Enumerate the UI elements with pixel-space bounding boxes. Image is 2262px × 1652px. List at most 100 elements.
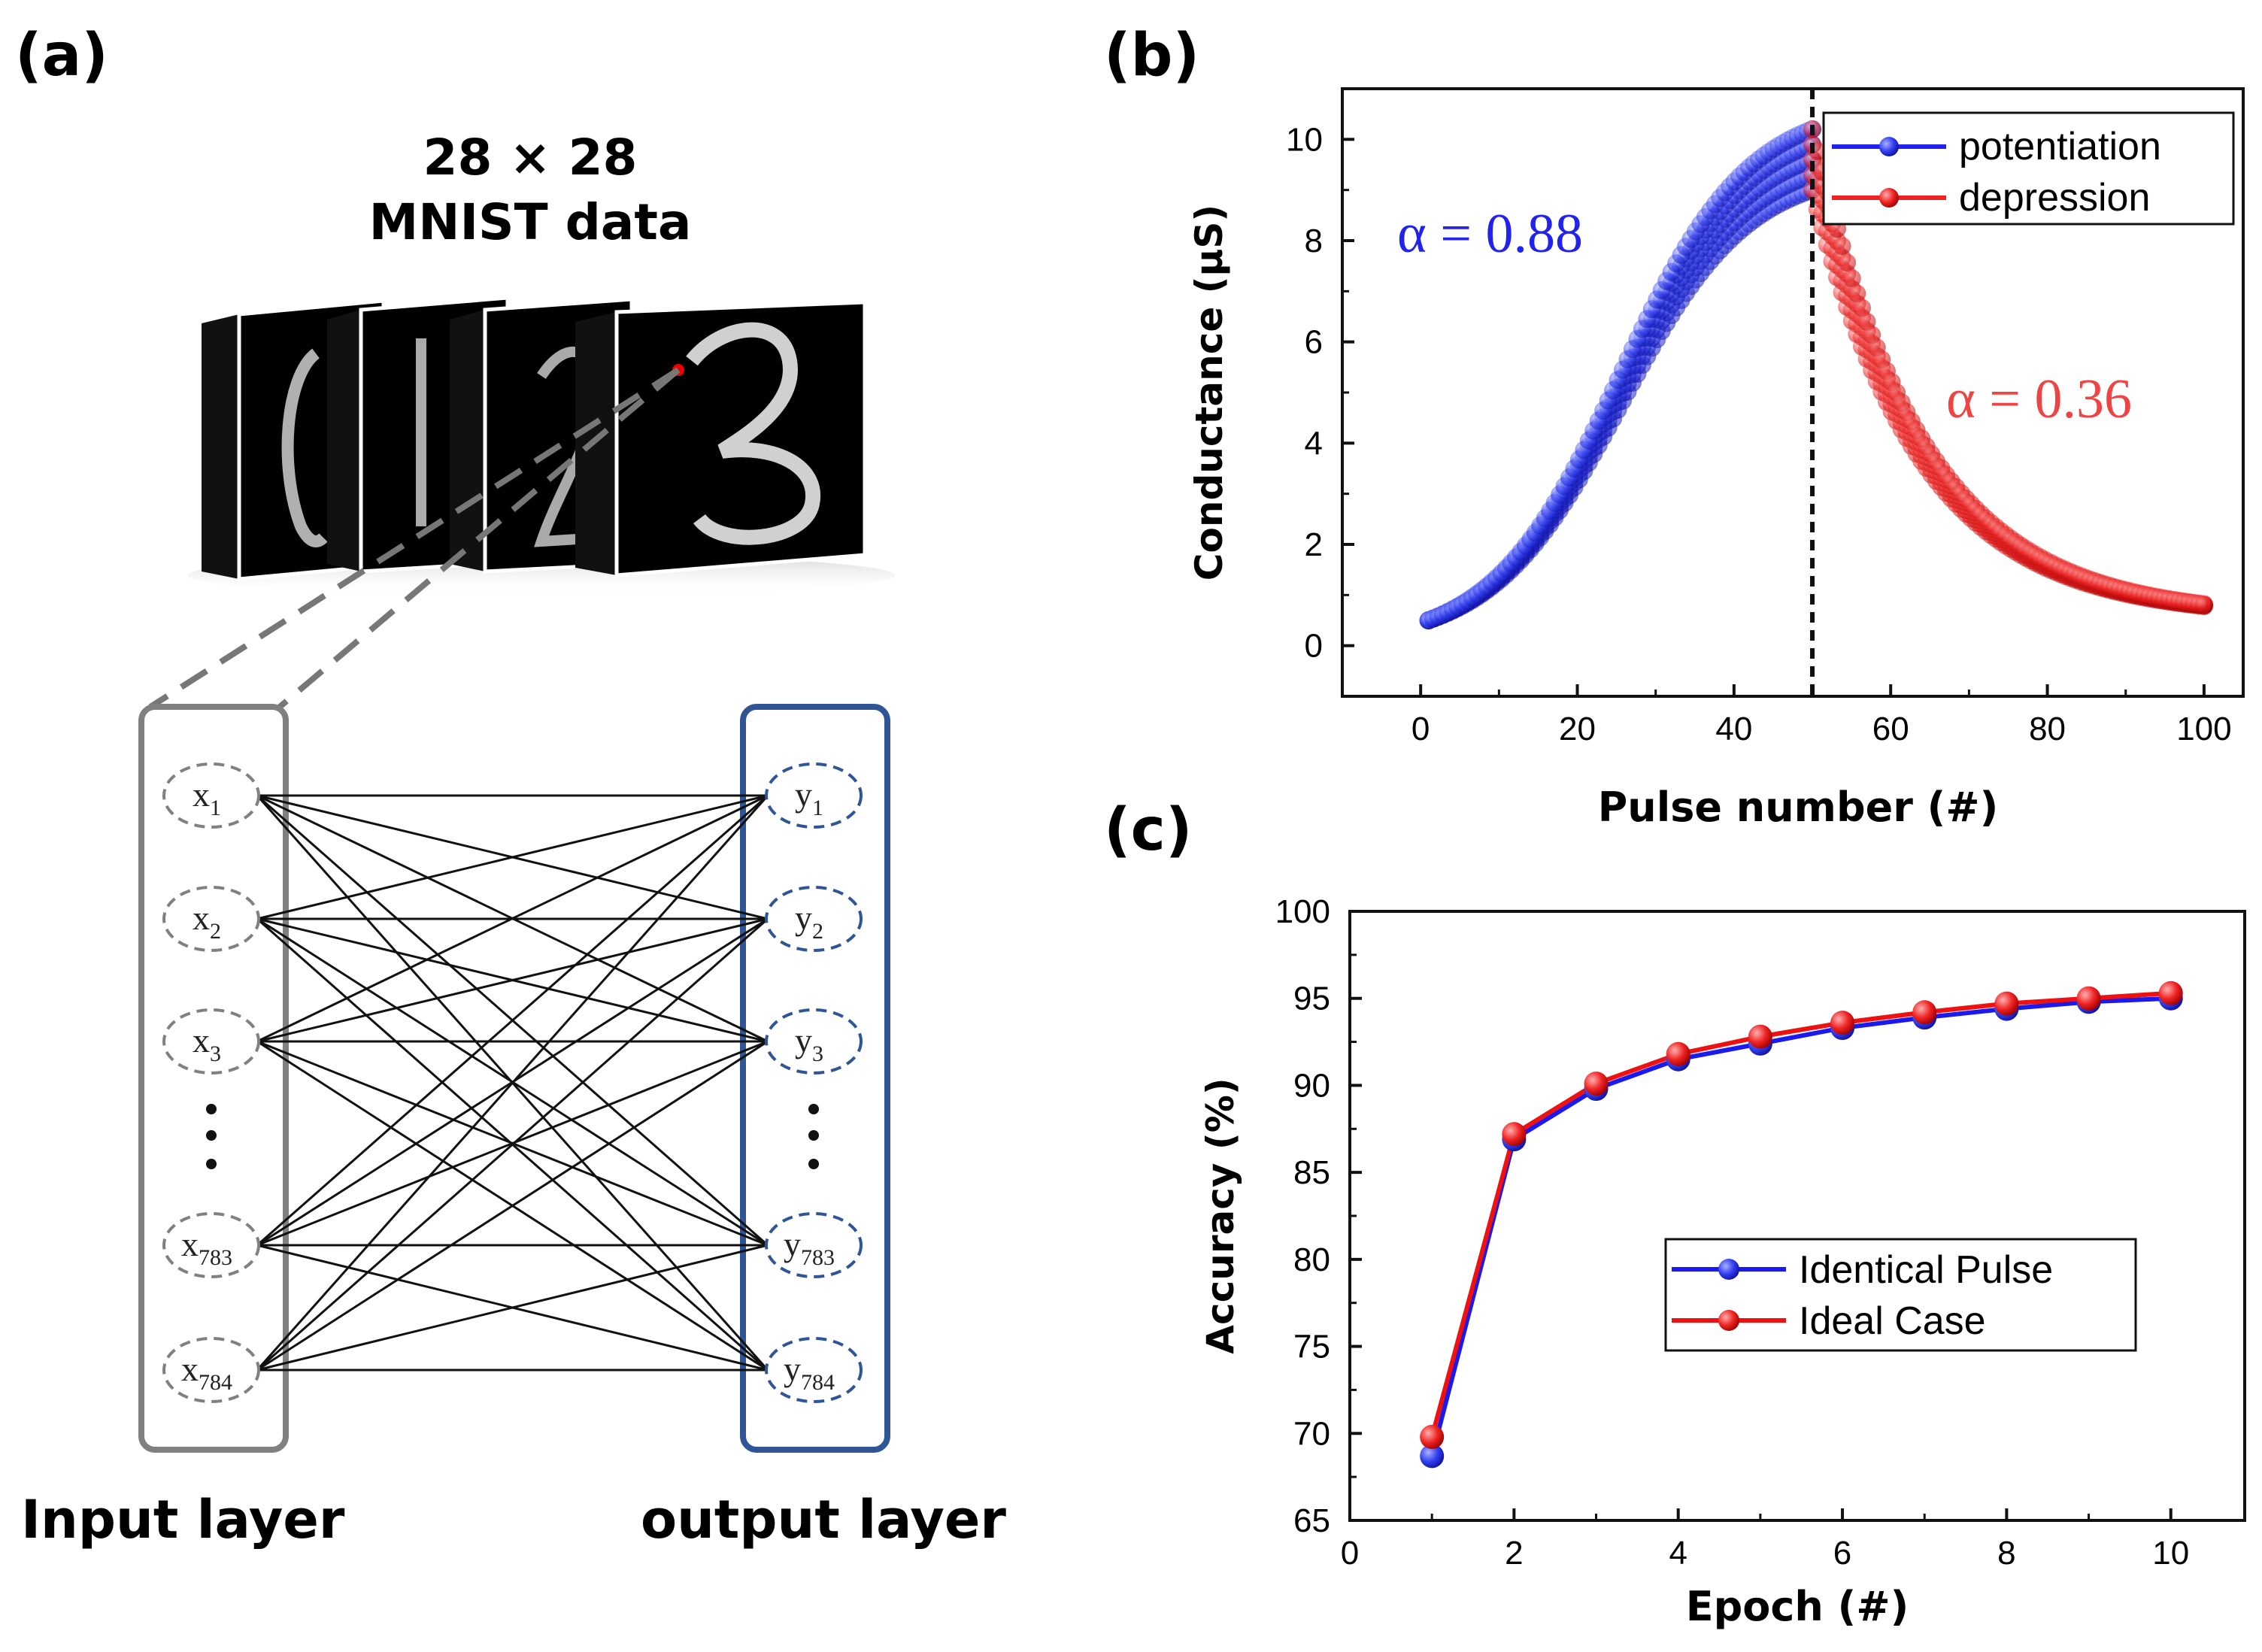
connection-line xyxy=(256,794,769,920)
panel-a: (a) 28 × 28 MNIST data xyxy=(15,22,1006,1550)
series-point-ideal-case xyxy=(1420,1424,1445,1449)
legend-label-depression: depression xyxy=(1959,176,2150,220)
series-point-ideal-case xyxy=(1584,1072,1609,1096)
input-node-label-784: x784 xyxy=(181,1350,232,1395)
ylabel-c: Accuracy (%) xyxy=(1199,1078,1242,1353)
panel-label-a: (a) xyxy=(15,22,108,89)
legend-label-identical-pulse: Identical Pulse xyxy=(1799,1248,2053,1292)
output-node-2 xyxy=(765,886,863,952)
x-tick-label-c: 6 xyxy=(1833,1535,1851,1572)
y-tick-label-c: 75 xyxy=(1293,1329,1330,1366)
xlabel-c: Epoch (#) xyxy=(1686,1583,1909,1630)
series-point-ideal-case xyxy=(1830,1011,1855,1035)
mnist-card-3 xyxy=(575,300,867,577)
connection-line xyxy=(256,917,769,1043)
series-point-ideal-case xyxy=(1748,1024,1772,1049)
y-tick-label-c: 95 xyxy=(1293,981,1330,1017)
connection-line xyxy=(256,795,769,1371)
series-point-ideal-case xyxy=(1912,1000,1937,1025)
input-layer-box xyxy=(138,704,289,1453)
series-point-ideal-case xyxy=(1994,991,2019,1016)
x-tick-label-c: 8 xyxy=(1997,1535,2015,1572)
input-node-label-1: x1 xyxy=(193,775,221,820)
connection-line xyxy=(256,794,769,1247)
xlabel-b: Pulse number (#) xyxy=(1598,784,1999,831)
alpha-annotation-potentiation: α = 0.88 xyxy=(1397,203,1583,265)
data-points-b xyxy=(1419,120,2213,629)
legend-marker-potentiation xyxy=(1879,137,1899,156)
panel-label-b: (b) xyxy=(1104,22,1199,89)
input-layer-label: Input layer xyxy=(21,1489,345,1550)
series-point-ideal-case xyxy=(2158,981,2183,1005)
panel-label-c: (c) xyxy=(1104,796,1193,864)
y-tick-label-c: 90 xyxy=(1293,1067,1330,1104)
x-tick-label-b: 40 xyxy=(1715,711,1752,747)
y-tick-label-c: 65 xyxy=(1293,1502,1330,1539)
series-point-ideal-case xyxy=(1666,1041,1690,1066)
depression-point xyxy=(1848,284,1866,303)
series-line-identical-pulse xyxy=(1430,996,2171,1457)
y-tick-label-b: 8 xyxy=(1305,223,1323,259)
output-node-783 xyxy=(765,1212,863,1278)
x-tick-label-c: 2 xyxy=(1505,1535,1523,1572)
connection-line xyxy=(256,917,769,1372)
depression-point xyxy=(1842,269,1861,288)
x-tick-label-b: 0 xyxy=(1411,711,1430,747)
panel-b: (b) 0 20 40 60 80 100 0 2 4 6 8 10 Conductance (μS)… xyxy=(1104,22,2245,831)
output-node-label-783: y783 xyxy=(784,1225,835,1270)
axes-b: 0 20 40 60 80 100 0 2 4 6 8 10 xyxy=(1286,87,2232,747)
output-node-784 xyxy=(765,1337,863,1403)
y-tick-label-b: 4 xyxy=(1305,425,1323,462)
output-layer-label: output layer xyxy=(641,1489,1006,1550)
mnist-image-stack xyxy=(188,296,895,596)
legend-marker-depression xyxy=(1879,188,1899,208)
legend-label-ideal-case: Ideal Case xyxy=(1799,1299,1986,1343)
output-node-label-784: y784 xyxy=(784,1350,835,1395)
output-node-label-3: y3 xyxy=(795,1021,823,1066)
data-series-c xyxy=(1420,981,2183,1469)
legend-marker-ideal-case xyxy=(1718,1310,1739,1331)
connection-line xyxy=(256,794,769,1043)
input-node-label-3: x3 xyxy=(193,1021,221,1066)
output-node-label-1: y1 xyxy=(795,775,823,820)
depression-point xyxy=(1852,299,1871,317)
output-layer-box xyxy=(740,704,890,1453)
x-tick-label-c: 10 xyxy=(2152,1535,2189,1572)
x-tick-label-c: 4 xyxy=(1669,1535,1687,1572)
output-node-label-2: y2 xyxy=(795,899,823,944)
y-tick-label-c: 100 xyxy=(1275,893,1330,930)
x-tick-label-b: 20 xyxy=(1559,711,1596,747)
series-point-ideal-case xyxy=(2076,986,2101,1011)
y-tick-label-b: 0 xyxy=(1305,628,1323,665)
legend-c: Identical Pulse Ideal Case xyxy=(1664,1238,2137,1352)
x-tick-label-b: 100 xyxy=(2176,711,2231,747)
network-nodes: x1 x2 x3 x783 x784 y1 y2 y3 y783 y784 xyxy=(162,762,863,1403)
output-node-3 xyxy=(765,1008,863,1075)
connection-line xyxy=(256,1040,769,1372)
input-ellipsis-dots xyxy=(206,1104,217,1169)
legend-marker-identical-pulse xyxy=(1718,1259,1739,1280)
input-node-label-783: x783 xyxy=(181,1225,232,1270)
series-point-identical-pulse xyxy=(1420,1444,1445,1469)
input-node-784 xyxy=(162,1337,260,1403)
y-tick-label-c: 70 xyxy=(1293,1415,1330,1452)
depression-point xyxy=(2194,595,2213,614)
input-node-3 xyxy=(162,1008,260,1075)
depression-point xyxy=(1838,253,1857,272)
x-tick-label-c: 0 xyxy=(1341,1535,1359,1572)
y-tick-label-b: 10 xyxy=(1286,121,1323,158)
input-node-1 xyxy=(162,762,260,829)
network-connections xyxy=(256,794,769,1372)
legend-label-potentiation: potentiation xyxy=(1959,125,2161,168)
input-node-783 xyxy=(162,1212,260,1278)
axes-c: 0 2 4 6 8 10 65 70 75 80 85 90 95 100 xyxy=(1275,893,2190,1572)
series-point-ideal-case xyxy=(1502,1122,1527,1147)
depression-point xyxy=(1833,237,1851,256)
y-tick-label-c: 80 xyxy=(1293,1241,1330,1278)
y-tick-label-c: 85 xyxy=(1293,1154,1330,1191)
projection-line-left xyxy=(148,367,681,710)
y-tick-label-b: 6 xyxy=(1305,324,1323,361)
input-node-2 xyxy=(162,886,260,952)
panel-c: (c) 0 2 4 6 8 10 65 70 75 80 85 90 95 100 Accuracy (%… xyxy=(1104,796,2246,1630)
